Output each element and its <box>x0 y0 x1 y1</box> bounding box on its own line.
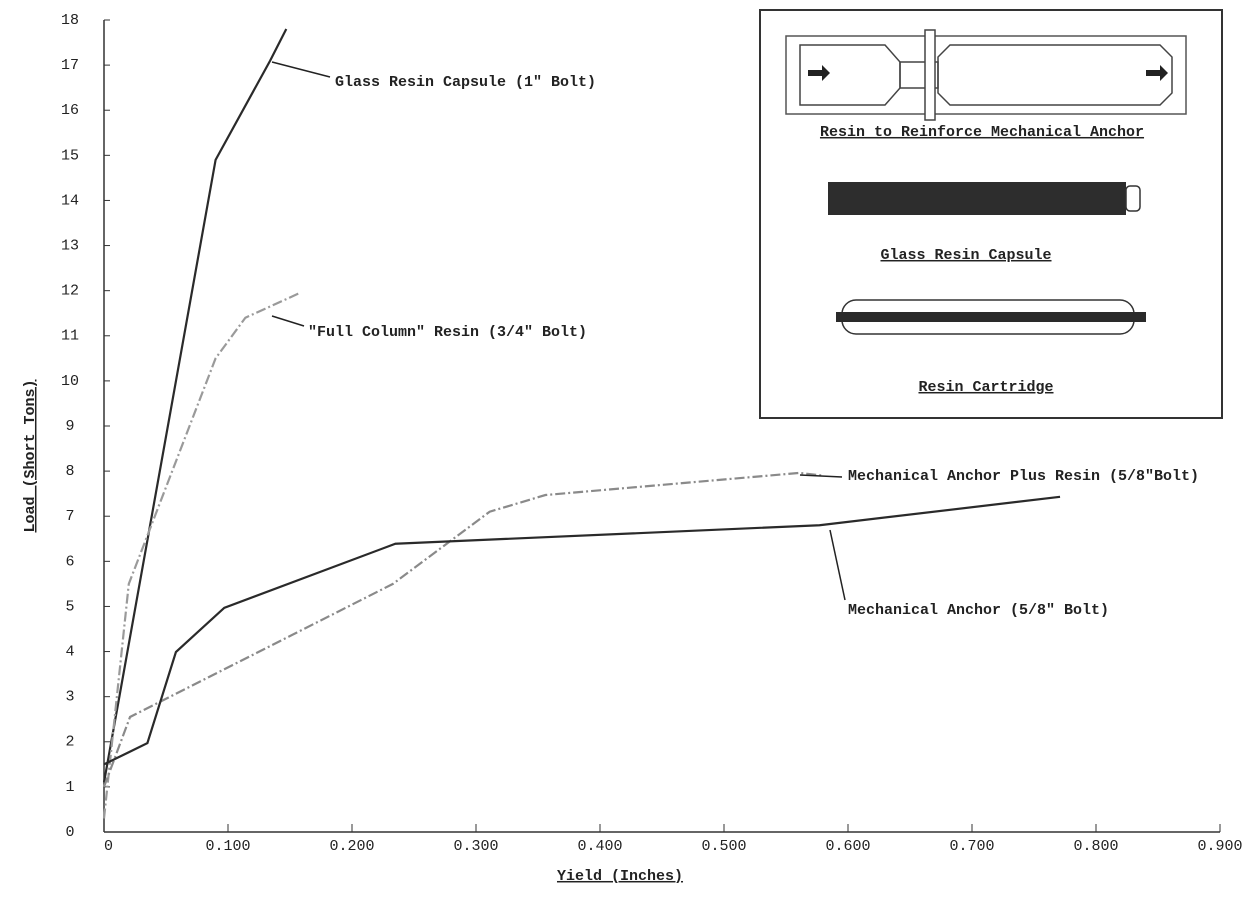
arrows <box>808 65 1168 81</box>
y-tick-label: 17 <box>61 57 79 74</box>
series-label: "Full Column" Resin (3/4" Bolt) <box>308 324 587 341</box>
annotation-arrow <box>799 474 843 478</box>
y-tick-label: 12 <box>61 283 79 300</box>
series-line <box>102 291 301 819</box>
y-tick-label: 0 <box>65 824 74 841</box>
inset <box>759 9 1223 419</box>
y-tick-label: 18 <box>61 12 79 29</box>
x-tick-label: 0.800 <box>1073 838 1118 855</box>
x-axis-label: Yield (Inches) <box>557 868 683 885</box>
cartridge-core <box>836 312 1146 322</box>
annotation-arrow <box>271 61 331 78</box>
series-line <box>103 495 1061 766</box>
y-tick-label: 10 <box>61 373 79 390</box>
glass-capsule <box>828 182 1126 215</box>
series-label: Mechanical Anchor Plus Resin (5/8"Bolt) <box>848 468 1199 485</box>
y-tick-label: 9 <box>65 418 74 435</box>
series-line <box>102 471 824 788</box>
series-line <box>102 28 288 783</box>
x-tick-label: 0.700 <box>949 838 994 855</box>
y-tick-label: 2 <box>65 734 74 751</box>
capsule-cap <box>1125 185 1141 212</box>
y-tick-label: 3 <box>65 689 74 706</box>
y-tick-label: 6 <box>65 553 74 570</box>
annotation-arrow <box>829 529 846 601</box>
x-tick-label: 0.500 <box>701 838 746 855</box>
series-label: Glass Resin Capsule (1" Bolt) <box>335 74 596 91</box>
y-tick-label: 8 <box>65 463 74 480</box>
y-tick-label: 7 <box>65 508 74 525</box>
x-tick-label: 0.600 <box>825 838 870 855</box>
series-label: Mechanical Anchor (5/8" Bolt) <box>848 602 1109 619</box>
bearing-plate <box>924 29 936 121</box>
x-tick-label: 0.100 <box>205 838 250 855</box>
y-tick-label: 13 <box>61 238 79 255</box>
y-tick-label: 1 <box>65 779 74 796</box>
y-tick-label: 16 <box>61 102 79 119</box>
y-axis-label: Load (Short Tons) <box>22 379 39 532</box>
x-tick-label: 0.200 <box>329 838 374 855</box>
x-tick-label: 0 <box>104 838 113 855</box>
x-tick-label: 0.400 <box>577 838 622 855</box>
y-tick-label: 5 <box>65 598 74 615</box>
inset-frame <box>759 9 1223 419</box>
y-tick-label: 11 <box>61 328 79 345</box>
inset-label: Resin Cartridge <box>918 379 1053 396</box>
bolt-anchor <box>799 44 1173 106</box>
inset-label: Resin to Reinforce Mechanical Anchor <box>820 124 1144 141</box>
y-tick-label: 15 <box>61 147 79 164</box>
y-tick-label: 14 <box>61 192 79 209</box>
bolt-neck <box>899 61 939 89</box>
annotation-arrow <box>271 315 305 327</box>
y-tick-label: 4 <box>65 644 74 661</box>
x-tick-label: 0.300 <box>453 838 498 855</box>
x-tick-label: 0.900 <box>1197 838 1242 855</box>
bolt-hole <box>785 35 1187 115</box>
inset-label: Glass Resin Capsule <box>880 247 1051 264</box>
